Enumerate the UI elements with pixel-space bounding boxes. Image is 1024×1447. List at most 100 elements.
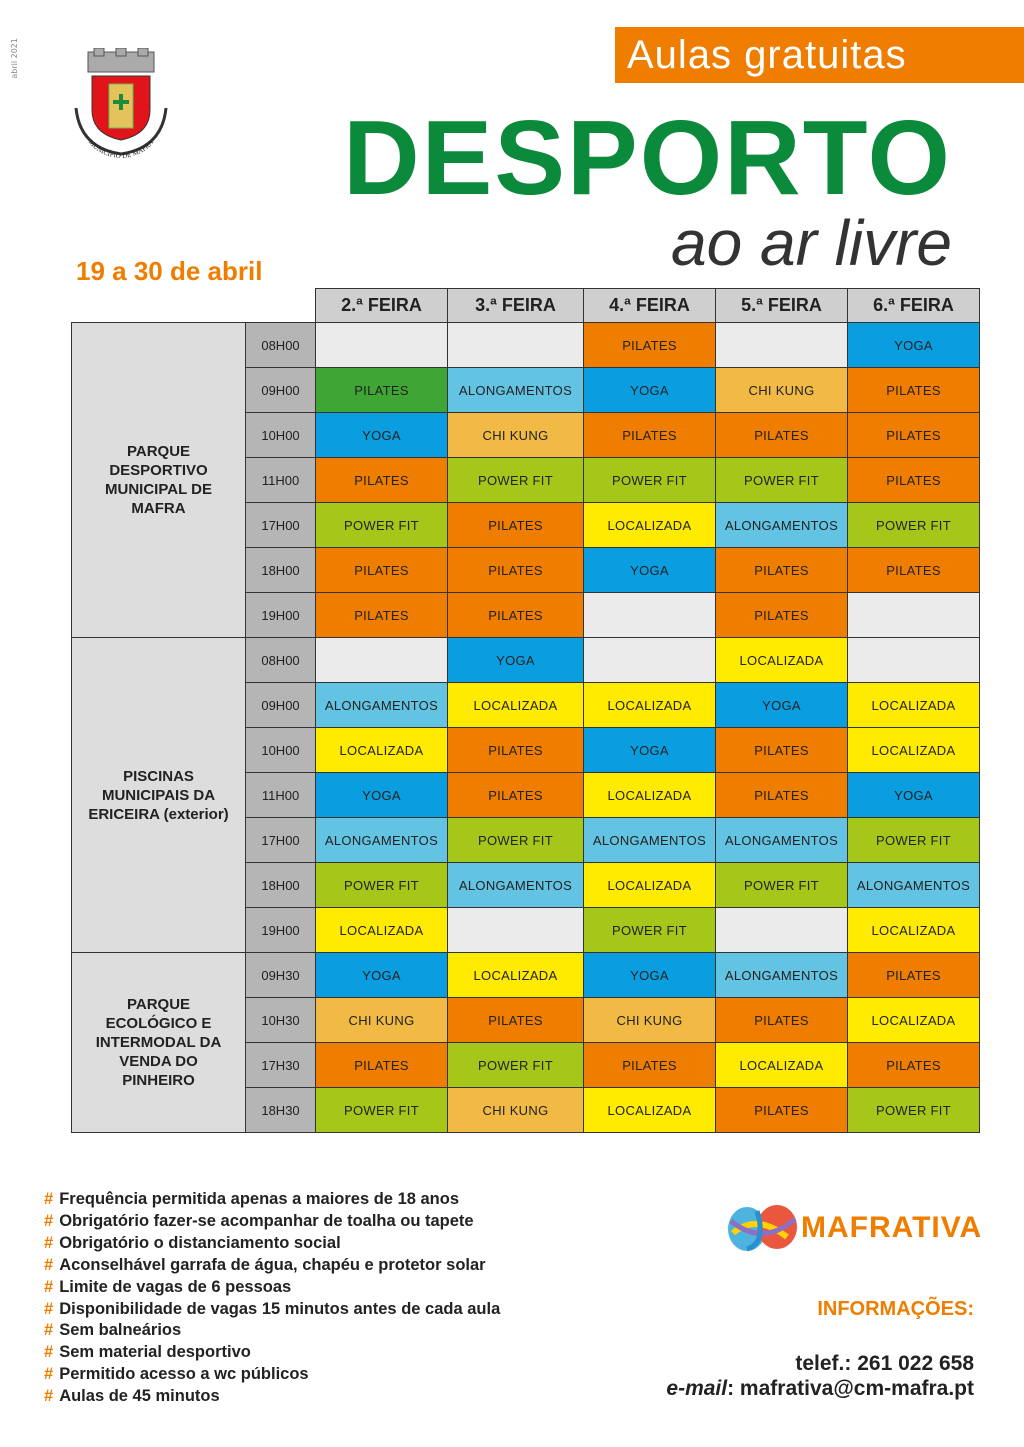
time-slot: 19H00: [245, 907, 316, 953]
rule-text: Aconselhável garrafa de água, chapéu e p…: [59, 1255, 486, 1274]
class-cell: CHI KUNG: [315, 997, 448, 1043]
class-cell: PILATES: [583, 322, 716, 368]
class-cell: ALONGAMENTOS: [715, 817, 848, 863]
class-cell: PILATES: [447, 592, 584, 638]
class-cell: PILATES: [715, 1087, 848, 1133]
schedule-row: 17H00 ALONGAMENTOS POWER FIT ALONGAMENTOS AL…: [72, 817, 980, 863]
class-cell: YOGA: [583, 547, 716, 593]
rule-text: Obrigatório fazer-se acompanhar de toalh…: [59, 1211, 474, 1230]
hash-bullet-icon: #: [44, 1255, 54, 1274]
rule-item: # Disponibilidade de vagas 15 minutos ant…: [44, 1299, 500, 1321]
email-address[interactable]: : mafrativa@cm-mafra.pt: [727, 1377, 974, 1400]
info-heading: INFORMAÇÕES:: [817, 1298, 974, 1320]
class-cell: PILATES: [715, 412, 848, 458]
class-cell: PILATES: [583, 412, 716, 458]
schedule-row: 18H30 POWER FIT CHI KUNG LOCALIZADA PILATES P…: [72, 1087, 980, 1133]
hash-bullet-icon: #: [44, 1387, 54, 1406]
class-cell: PILATES: [715, 997, 848, 1043]
class-cell: YOGA: [715, 682, 848, 728]
class-cell: ALONGAMENTOS: [847, 862, 980, 908]
class-cell: LOCALIZADA: [583, 772, 716, 818]
time-slot: 09H00: [245, 367, 316, 413]
class-cell: PILATES: [447, 547, 584, 593]
hash-bullet-icon: #: [44, 1211, 54, 1230]
schedule-row: PARQUE ECOLÓGICO E INTERMODAL DA VENDA D…: [71, 952, 980, 1133]
class-cell: LOCALIZADA: [847, 907, 980, 953]
class-cell: POWER FIT: [315, 1087, 448, 1133]
class-cell: POWER FIT: [315, 502, 448, 548]
class-cell: PILATES: [715, 592, 848, 638]
schedule-row: 10H00 LOCALIZADA PILATES YOGA PILATES LOCALIZ…: [72, 727, 980, 773]
class-cell: LOCALIZADA: [847, 727, 980, 773]
email-label: e-mail: [666, 1377, 728, 1400]
edition-date: abril 2021: [10, 38, 19, 79]
time-slot: 10H30: [245, 997, 316, 1043]
class-cell: YOGA: [315, 952, 448, 998]
empty-cell: [583, 592, 716, 638]
day-header: 3.ª FEIRA: [447, 288, 584, 323]
rule-item: # Limite de vagas de 6 pessoas: [44, 1277, 500, 1299]
class-cell: PILATES: [447, 502, 584, 548]
rule-text: Obrigatório o distanciamento social: [59, 1233, 341, 1252]
class-cell: POWER FIT: [447, 457, 584, 503]
hash-bullet-icon: #: [44, 1277, 54, 1296]
time-slot: 08H00: [245, 322, 316, 368]
mafrativa-logo: MAFRATIVA: [727, 1203, 982, 1253]
class-cell: YOGA: [447, 637, 584, 683]
class-cell: PILATES: [715, 727, 848, 773]
class-cell: LOCALIZADA: [847, 997, 980, 1043]
class-cell: POWER FIT: [447, 1042, 584, 1088]
rule-text: Disponibilidade de vagas 15 minutos ante…: [59, 1299, 501, 1318]
class-cell: PILATES: [715, 547, 848, 593]
class-cell: PILATES: [315, 457, 448, 503]
empty-cell: [315, 637, 448, 683]
time-slot: 18H00: [245, 547, 316, 593]
schedule-row: 17H30 PILATES POWER FIT PILATES LOCALIZADA PI…: [72, 1042, 980, 1088]
class-cell: PILATES: [847, 367, 980, 413]
class-cell: PILATES: [315, 547, 448, 593]
class-cell: PILATES: [447, 772, 584, 818]
municipal-crest-logo: MUNICÍPIO DE MAFRA: [74, 48, 168, 160]
location-name: PARQUE ECOLÓGICO E INTERMODAL DA VENDA D…: [71, 952, 246, 1133]
rule-text: Limite de vagas de 6 pessoas: [59, 1277, 292, 1296]
time-slot: 18H00: [245, 862, 316, 908]
class-cell: LOCALIZADA: [583, 682, 716, 728]
mafrativa-logo-text: MAFRATIVA: [801, 1211, 983, 1244]
rule-text: Permitido acesso a wc públicos: [59, 1365, 309, 1384]
time-slot: 17H00: [245, 502, 316, 548]
time-slot: 17H00: [245, 817, 316, 863]
rule-item: # Permitido acesso a wc públicos: [44, 1364, 500, 1386]
location-name: PARQUE DESPORTIVO MUNICIPAL DE MAFRA: [71, 322, 246, 638]
empty-cell: [447, 907, 584, 953]
hash-bullet-icon: #: [44, 1365, 54, 1384]
day-header: 4.ª FEIRA: [583, 288, 716, 323]
rule-text: Sem balneários: [59, 1321, 182, 1340]
rule-item: # Frequência permitida apenas a maiores d…: [44, 1189, 500, 1211]
empty-cell: [847, 637, 980, 683]
schedule-row: 09H00 PILATES ALONGAMENTOS YOGA CHI KUNG PILA…: [72, 367, 980, 413]
schedule-row: PISCINAS MUNICIPAIS DA ERICEIRA (exterio…: [71, 637, 980, 953]
empty-corner: [246, 289, 316, 323]
class-cell: ALONGAMENTOS: [315, 682, 448, 728]
class-cell: LOCALIZADA: [315, 727, 448, 773]
empty-cell: [847, 592, 980, 638]
page-title: DESPORTO: [343, 99, 952, 217]
class-cell: PILATES: [447, 997, 584, 1043]
schedule-row: 19H00 PILATES PILATES PILATES: [72, 592, 980, 638]
class-cell: LOCALIZADA: [447, 682, 584, 728]
rule-text: Sem material desportivo: [59, 1343, 251, 1362]
free-classes-banner: Aulas gratuitas: [615, 27, 1024, 83]
class-cell: POWER FIT: [847, 817, 980, 863]
empty-cell: [583, 637, 716, 683]
class-cell: POWER FIT: [847, 502, 980, 548]
class-cell: ALONGAMENTOS: [583, 817, 716, 863]
class-cell: PILATES: [847, 547, 980, 593]
empty-cell: [447, 322, 584, 368]
class-cell: YOGA: [583, 367, 716, 413]
schedule-row: 10H30 CHI KUNG PILATES CHI KUNG PILATES LOCAL…: [72, 997, 980, 1043]
day-header-row: 2.ª FEIRA 3.ª FEIRA 4.ª FEIRA 5.ª FEIRA …: [72, 288, 980, 323]
contact-info: INFORMAÇÕES: telef.: 261 022 658 e-mail:…: [666, 1298, 974, 1401]
class-cell: CHI KUNG: [715, 367, 848, 413]
class-cell: YOGA: [847, 772, 980, 818]
class-cell: POWER FIT: [847, 1087, 980, 1133]
